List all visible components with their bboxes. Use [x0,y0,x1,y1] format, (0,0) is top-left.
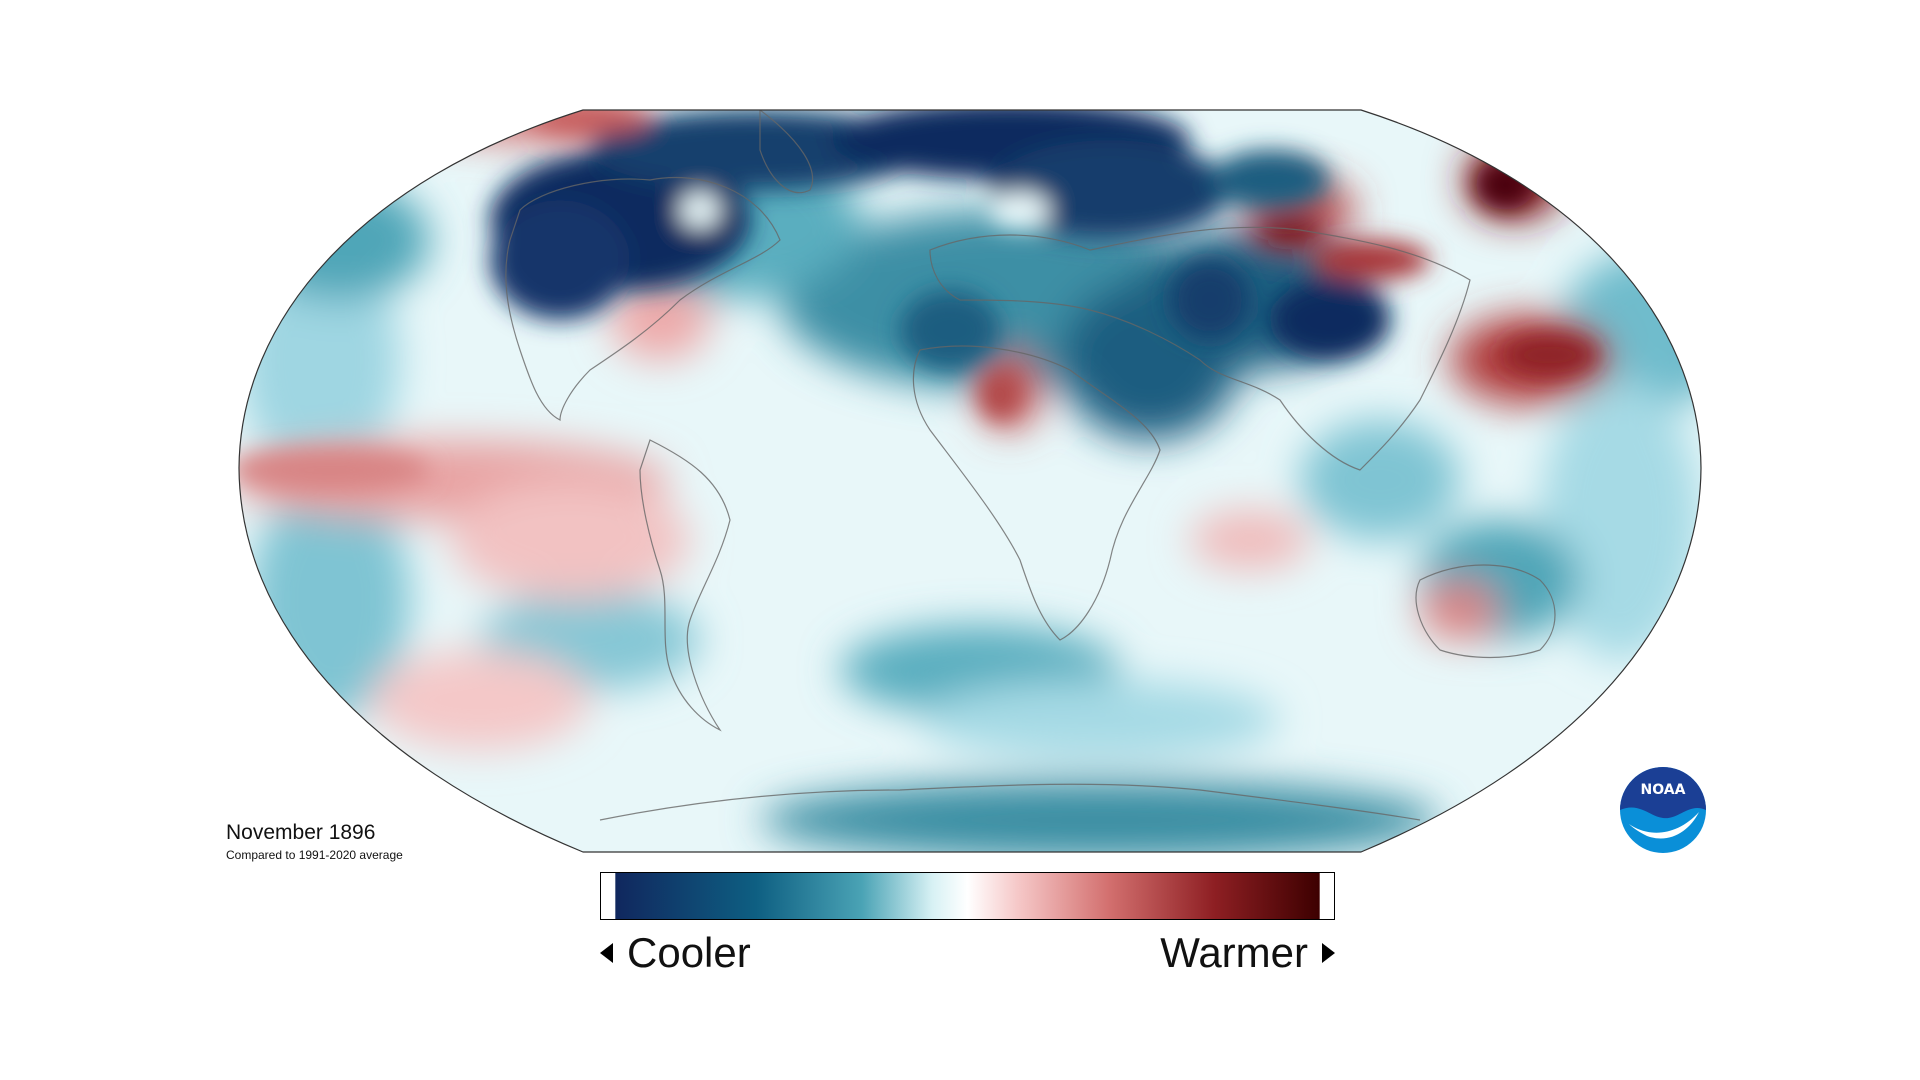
colorbar-gradient [615,873,1320,919]
arrow-right-icon [1322,942,1335,963]
map-subtitle: Compared to 1991-2020 average [226,848,403,862]
legend-warmer: Warmer [1160,928,1335,978]
australia-outline [1415,564,1556,659]
noaa-logo-icon: NOAA [1620,767,1706,853]
coastlines [505,110,1556,821]
map-border [238,109,1702,853]
legend-cooler: Cooler [600,928,751,978]
antarctica-outline [599,783,1421,821]
greenland-outline [759,110,814,194]
map-title: November 1896 [226,821,376,844]
africa-outline [912,345,1161,641]
eurasia-outline [929,226,1471,471]
south-america-outline [639,439,731,732]
logo-text: NOAA [1641,782,1686,798]
arrow-left-icon [600,942,613,963]
logo-gull [1629,812,1699,839]
colorbar [600,872,1335,920]
anomaly-field [239,110,1701,852]
north-america-outline [505,176,781,421]
legend-warmer-label: Warmer [1160,929,1308,976]
legend-cooler-label: Cooler [627,929,751,976]
logo-top [1620,767,1706,819]
